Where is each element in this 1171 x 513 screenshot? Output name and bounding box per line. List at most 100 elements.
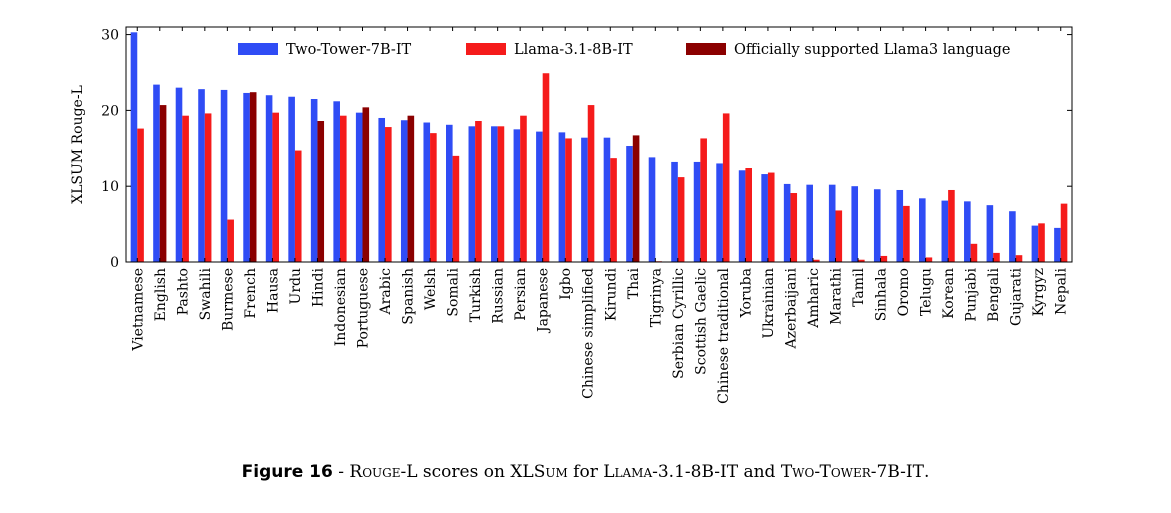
bar-vietnamese-two-tower xyxy=(130,32,138,263)
x-tick-label-ukrainian: Ukrainian xyxy=(761,268,777,339)
bar-arabic-llama xyxy=(385,127,392,262)
bar-portuguese-llama xyxy=(362,107,370,262)
bar-thai-llama xyxy=(632,135,640,262)
bar-french-llama xyxy=(249,92,257,262)
x-tick-label-chinese-simplified: Chinese simplified xyxy=(581,268,597,399)
x-tick-label-chinese-traditional: Chinese traditional xyxy=(716,267,732,403)
bar-punjabi-llama xyxy=(970,243,978,262)
caption-part-4: Llama-3.1-8B-IT xyxy=(603,462,739,482)
y-tick-label: 30 xyxy=(101,28,119,44)
bar-persian-two-tower xyxy=(513,129,521,262)
x-tick-label-french: French xyxy=(243,268,259,319)
bar-urdu-llama xyxy=(294,150,302,262)
bar-korean-two-tower xyxy=(941,200,949,262)
x-tick-label-thai: Thai xyxy=(626,267,642,299)
x-tick-label-pashto: Pashto xyxy=(175,268,191,315)
y-axis-label: XLSUM Rouge-L xyxy=(70,85,86,204)
caption-label: Figure 16 xyxy=(241,462,333,482)
legend-label-officially-supported-llama3-language: Officially supported Llama3 language xyxy=(734,42,1011,58)
plot-frame xyxy=(125,26,1073,263)
axes-layer: 0 10 20 30 XLSUM Rouge-L xyxy=(70,26,1073,271)
bar-serbian-cyrillic-two-tower xyxy=(671,161,678,262)
bar-azerbaijani-two-tower xyxy=(783,183,791,262)
bar-russian-llama xyxy=(497,126,505,262)
x-tick-label-persian: Persian xyxy=(513,268,529,321)
y-tick-label: 10 xyxy=(101,179,119,195)
x-tick-label-spanish: Spanish xyxy=(401,268,417,325)
bar-burmese-two-tower xyxy=(220,89,228,262)
bar-portuguese-two-tower xyxy=(355,112,363,262)
x-tick-label-oromo: Oromo xyxy=(896,268,912,316)
bar-chinese-traditional-llama xyxy=(722,113,730,262)
x-tick-label-welsh: Welsh xyxy=(423,268,439,310)
bar-english-two-tower xyxy=(153,84,160,262)
x-tick-label-marathi: Marathi xyxy=(829,267,845,324)
x-tick-label-amharic: Amharic xyxy=(806,268,822,329)
x-tick-label-gujarati: Gujarati xyxy=(1009,267,1025,326)
bar-amharic-two-tower xyxy=(806,184,813,262)
bar-serbian-cyrillic-llama xyxy=(677,177,685,262)
bar-burmese-llama xyxy=(227,219,234,262)
caption-prefix: - xyxy=(332,462,350,482)
x-tick-label-kyrgyz: Kyrgyz xyxy=(1031,268,1047,316)
bar-tamil-llama xyxy=(858,259,865,262)
bar-punjabi-two-tower xyxy=(964,201,971,262)
x-tick-label-azerbaijani: Azerbaijani xyxy=(783,267,799,349)
caption-part-5: and xyxy=(738,462,781,482)
caption-part-2: Sum xyxy=(533,462,568,482)
figure-caption: Figure 16 - Rouge-L scores on XLSum for … xyxy=(0,462,1171,482)
x-tick-label-burmese: Burmese xyxy=(220,268,236,331)
legend: Two-Tower-7B-IT Llama-3.1-8B-IT Officially… xyxy=(238,42,1011,58)
bar-russian-two-tower xyxy=(491,126,498,262)
x-tick-label-vietnamese: Vietnamese xyxy=(130,268,146,352)
x-tick-label-arabic: Arabic xyxy=(378,268,394,316)
bar-french-two-tower xyxy=(243,92,250,262)
bar-scottish-gaelic-two-tower xyxy=(693,161,701,262)
bar-tamil-two-tower xyxy=(851,186,859,262)
x-tick-label-urdu: Urdu xyxy=(288,268,304,304)
x-tick-label-bengali: Bengali xyxy=(986,267,1002,321)
x-tick-labels: Vietnamese English Pashto Swahili Burmese Fre… xyxy=(130,267,1069,403)
bar-english-llama xyxy=(159,105,167,262)
legend-swatch-officially-supported-llama3-language xyxy=(686,43,726,55)
bar-kirundi-llama xyxy=(610,158,617,262)
bar-telugu-two-tower xyxy=(919,198,926,262)
x-tick-label-turkish: Turkish xyxy=(468,268,484,322)
bar-persian-llama xyxy=(520,115,527,262)
bar-turkish-llama xyxy=(475,121,482,262)
bar-indonesian-two-tower xyxy=(333,101,340,262)
bar-chinese-simplified-llama xyxy=(587,105,595,262)
bar-hindi-two-tower xyxy=(310,99,318,263)
bar-pashto-two-tower xyxy=(175,87,183,263)
legend-label-two-tower-7b-it: Two-Tower-7B-IT xyxy=(286,42,412,58)
bar-marathi-llama xyxy=(835,210,843,262)
bar-swahili-llama xyxy=(204,113,212,262)
bar-yoruba-llama xyxy=(745,168,752,262)
bar-spanish-llama xyxy=(407,115,415,262)
x-tick-label-swahili: Swahili xyxy=(198,267,214,320)
legend-swatch-two-tower-7b-it xyxy=(238,43,278,55)
bar-gujarati-two-tower xyxy=(1009,211,1016,262)
x-tick-label-tigrinya: Tigrinya xyxy=(648,268,664,327)
bar-gujarati-llama xyxy=(1015,255,1023,262)
x-tick-label-sinhala: Sinhala xyxy=(874,268,890,321)
bar-welsh-two-tower xyxy=(423,122,431,263)
x-tick-label-hausa: Hausa xyxy=(265,268,281,313)
x-tick-label-serbian-cyrillic: Serbian Cyrillic xyxy=(671,268,687,379)
x-tick-label-indonesian: Indonesian xyxy=(333,268,349,346)
bar-vietnamese-llama xyxy=(137,128,144,262)
bar-tigrinya-two-tower xyxy=(648,157,656,262)
bar-amharic-llama xyxy=(812,259,820,262)
bar-yoruba-two-tower xyxy=(738,170,746,262)
bar-spanish-two-tower xyxy=(400,120,408,263)
legend-swatch-llama-3-1-8b-it xyxy=(466,43,506,55)
bar-igbo-llama xyxy=(565,138,572,262)
bar-kyrgyz-two-tower xyxy=(1031,225,1039,262)
bar-korean-llama xyxy=(948,189,955,262)
bar-azerbaijani-llama xyxy=(790,193,798,262)
bar-hausa-llama xyxy=(272,112,279,262)
x-tick-label-tamil: Tamil xyxy=(851,267,867,306)
x-tick-label-yoruba: Yoruba xyxy=(738,268,754,318)
bar-arabic-two-tower xyxy=(378,117,386,262)
bar-turkish-two-tower xyxy=(468,126,476,262)
